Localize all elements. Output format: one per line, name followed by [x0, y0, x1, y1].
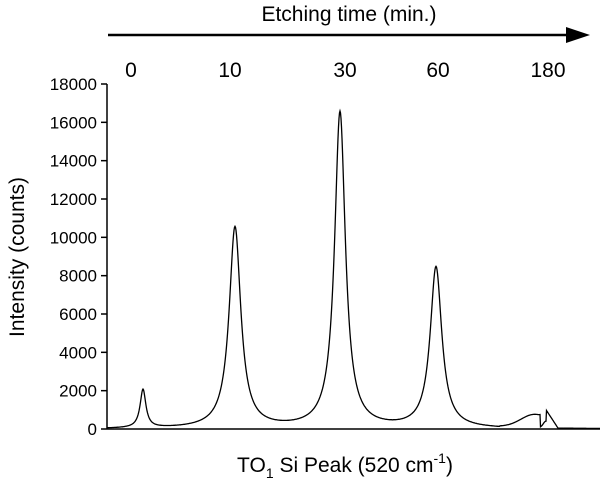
y-tick-label: 8000	[59, 267, 97, 286]
spectrum-line	[107, 108, 600, 430]
y-axis-title: Intensity (counts)	[6, 177, 29, 337]
y-tick-label: 6000	[59, 305, 97, 324]
y-tick-label: 0	[88, 420, 97, 439]
etching-time-label: 0	[125, 59, 137, 82]
y-tick-label: 18000	[50, 75, 97, 94]
y-tick-label: 10000	[50, 228, 97, 247]
y-axis: 0 2000 4000 6000 8000 10000 12000 14000 16000 180…	[50, 75, 108, 439]
peak-markers	[142, 111, 547, 411]
y-tick-label: 16000	[50, 113, 97, 132]
etching-time-label: 180	[530, 59, 565, 82]
y-tick-label: 2000	[59, 382, 97, 401]
etching-time-label: 60	[426, 59, 449, 82]
y-tick-label: 4000	[59, 343, 97, 362]
y-tick-label: 14000	[50, 152, 97, 171]
etching-time-title: Etching time (min.)	[261, 3, 436, 26]
etching-time-label: 10	[218, 59, 241, 82]
y-tick-label: 12000	[50, 190, 97, 209]
etching-time-labels: 0 10 30 60 180	[125, 59, 565, 82]
etching-time-label: 30	[333, 59, 356, 82]
etching-time-arrow	[108, 27, 590, 43]
x-axis-title: TO1 Si Peak (520 cm-1)	[237, 450, 453, 480]
